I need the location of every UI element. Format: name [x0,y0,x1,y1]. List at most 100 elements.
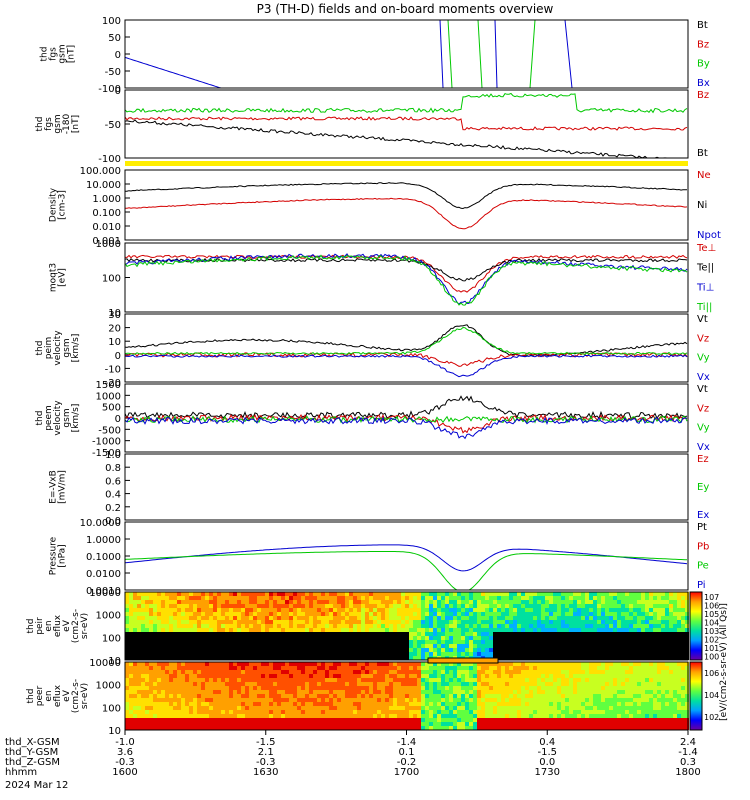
spectrogram-cell [309,666,313,670]
spectrogram-cell [677,600,681,604]
spectrogram-cell [589,592,593,596]
spectrogram-cell [161,644,165,648]
spectrogram-cell [185,656,189,660]
spectrogram-cell [637,694,641,698]
legend-label: Vt [697,314,708,325]
spectrogram-cell [437,682,441,686]
spectrogram-cell [533,616,537,620]
spectrogram-cell [125,608,129,612]
spectrogram-cell [477,608,481,612]
spectrogram-cell [665,636,669,640]
y-tick-label: 10.000 [86,180,121,191]
spectrogram-cell [325,678,329,682]
spectrogram-cell [321,706,325,710]
spectrogram-cell [189,592,193,596]
spectrogram-cell [397,628,401,632]
spectrogram-cell [477,678,481,682]
spectrogram-cell [469,600,473,604]
spectrogram-cell [533,690,537,694]
panel-ylabel-line: [km/s] [71,334,81,363]
spectrogram-cell [329,636,333,640]
spectrogram-cell [213,600,217,604]
spectrogram-cell [345,702,349,706]
spectrogram-cell [461,710,465,714]
spectrogram-cell [605,722,609,726]
spectrogram-cell [673,694,677,698]
spectrogram-cell [317,666,321,670]
spectrogram-cell [145,636,149,640]
spectrogram-cell [645,652,649,656]
spectrogram-cell [421,698,425,702]
spectrogram-cell [541,698,545,702]
spectrogram-cell [217,714,221,718]
spectrogram-cell [649,662,653,666]
spectrogram-cell [161,656,165,660]
spectrogram-cell [253,714,257,718]
spectrogram-cell [621,710,625,714]
spectrogram-cell [677,616,681,620]
spectrogram-cell [481,648,485,652]
spectrogram-cell [561,718,565,722]
spectrogram-cell [469,624,473,628]
spectrogram-cell [169,628,173,632]
spectrogram-cell [197,674,201,678]
spectrogram-cell [345,674,349,678]
spectrogram-cell [353,662,357,666]
spectrogram-cell [565,674,569,678]
spectrogram-cell [241,640,245,644]
spectrogram-cell [557,686,561,690]
spectrogram-cell [157,636,161,640]
legend-label: Pb [697,541,709,552]
spectrogram-cell [565,670,569,674]
spectrogram-cell [217,718,221,722]
spectrogram-cell [129,644,133,648]
spectrogram-cell [637,636,641,640]
spectrogram-cell [393,644,397,648]
spectrogram-cell [445,662,449,666]
spectrogram-cell [149,686,153,690]
spectrogram-cell [309,648,313,652]
spectrogram-cell [241,682,245,686]
spectrogram-cell [389,678,393,682]
spectrogram-cell [433,596,437,600]
spectrogram-cell [485,612,489,616]
spectrogram-cell [145,694,149,698]
spectrogram-cell [585,670,589,674]
spectrogram-cell [553,686,557,690]
spectrogram-cell [525,604,529,608]
spectrogram-cell [657,666,661,670]
spectrogram-cell [405,690,409,694]
spectrogram-cell [149,624,153,628]
spectrogram-cell [641,596,645,600]
spectrogram-cell [401,604,405,608]
spectrogram-cell [429,710,433,714]
spectrogram-cell [445,636,449,640]
spectrogram-cell [341,726,345,730]
spectrogram-cell [321,656,325,660]
spectrogram-cell [417,600,421,604]
spectrogram-cell [329,682,333,686]
spectrogram-cell [449,690,453,694]
spectrogram-cell [465,648,469,652]
spectrogram-cell [305,710,309,714]
spectrogram-cell [381,706,385,710]
spectrogram-cell [141,596,145,600]
spectrogram-cell [225,656,229,660]
spectrogram-cell [313,670,317,674]
spectrogram-cell [249,608,253,612]
spectrogram-cell [285,632,289,636]
spectrogram-cell [317,726,321,730]
spectrogram-cell [357,718,361,722]
spectrogram-cell [213,722,217,726]
spectrogram-cell [661,662,665,666]
spectrogram-cell [233,678,237,682]
spectrogram-cell [629,690,633,694]
spectrogram-cell [361,596,365,600]
spectrogram-cell [125,686,129,690]
spectrogram-cell [217,690,221,694]
spectrogram-cell [225,714,229,718]
spectrogram-cell [461,644,465,648]
spectrogram-cell [189,652,193,656]
spectrogram-cell [217,600,221,604]
spectrogram-cell [177,636,181,640]
